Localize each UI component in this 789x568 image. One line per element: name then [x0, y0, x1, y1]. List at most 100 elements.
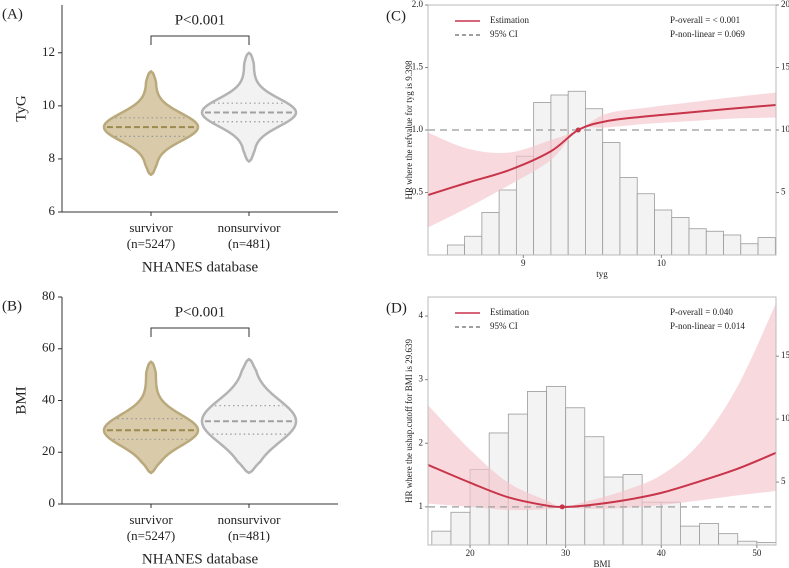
histogram-bar	[450, 511, 471, 545]
reference-point	[575, 127, 581, 133]
y2-tick-label: 5	[781, 187, 786, 197]
histogram-bar	[622, 474, 643, 545]
histogram-bar	[756, 542, 776, 545]
histogram-bar	[705, 230, 724, 255]
x-tick-label: nonsurvivor	[218, 512, 282, 527]
y-tick-label: 0.5	[412, 187, 424, 197]
p-annotation: P-non-linear = 0.014	[670, 321, 745, 331]
y-tick-label: 1.0	[412, 124, 424, 134]
y-tick-label: 8	[49, 150, 56, 165]
p-value: P<0.001	[175, 304, 226, 320]
histogram-bar	[546, 385, 567, 545]
histogram-bar	[636, 193, 655, 255]
histogram-bar	[481, 212, 500, 255]
y-tick-label: 3	[419, 374, 424, 384]
histogram-bar	[431, 530, 452, 545]
y-tick-label: 1.5	[412, 62, 424, 72]
histogram-bar	[507, 413, 528, 545]
x-axis-label: BMI	[593, 559, 610, 568]
y-axis-label: HR where the ushap.cutoff for BMI is 29.…	[404, 338, 414, 503]
panel-label: (A)	[2, 6, 23, 22]
x-tick-label: survivor	[129, 220, 173, 235]
violin-body	[102, 360, 200, 475]
p-annotation: P-non-linear = 0.069	[670, 29, 745, 39]
histogram-bar	[567, 90, 586, 255]
legend-label: 95% CI	[490, 29, 518, 39]
histogram-bar	[688, 228, 707, 255]
significance-bracket	[150, 35, 250, 45]
histogram-bar	[550, 94, 569, 255]
violin-body	[102, 70, 200, 177]
histogram-bar	[718, 533, 739, 545]
histogram-bar	[498, 189, 517, 255]
histogram-bar	[464, 235, 483, 255]
histogram-bar	[679, 525, 700, 545]
violin-body	[200, 51, 298, 163]
legend-label: 95% CI	[490, 321, 518, 331]
y-tick-label: 40	[42, 391, 55, 406]
x-tick-label: 50	[752, 548, 762, 558]
ci-band	[428, 303, 776, 511]
legend-label: Estimation	[490, 15, 529, 25]
x-axis-label: NHANES database	[142, 551, 259, 567]
x-tick-label: 20	[466, 548, 476, 558]
y-tick-label: 6	[49, 203, 56, 218]
histogram-bar	[757, 237, 776, 255]
y-axis-label: TyG	[13, 95, 29, 122]
plot-area	[428, 303, 776, 545]
plot-area	[428, 90, 776, 255]
histogram-bar	[660, 501, 681, 545]
histogram-bar	[671, 217, 690, 255]
x-tick-label: 40	[657, 548, 667, 558]
legend-label: Estimation	[490, 307, 529, 317]
y-tick-label: 1	[419, 501, 424, 511]
y2-tick-label: 10	[781, 413, 789, 423]
y-tick-label: 4	[419, 310, 424, 320]
y2-tick-label: 15	[781, 62, 789, 72]
x-tick-sublabel: (n=5247)	[127, 236, 176, 251]
y2-tick-label: 5	[781, 476, 786, 486]
p-value: P<0.001	[175, 12, 226, 28]
histogram-bar	[446, 244, 465, 255]
y2-tick-label: 10	[781, 124, 789, 134]
x-tick-sublabel: (n=481)	[228, 528, 270, 543]
y2-tick-label: 15	[781, 350, 789, 360]
x-tick-label: survivor	[129, 512, 173, 527]
y-tick-label: 60	[42, 340, 55, 355]
histogram-bar	[565, 407, 586, 545]
y-axis-label: HR where the refvalue for tyg is 9.398	[404, 60, 414, 199]
y-tick-label: 12	[42, 44, 55, 59]
panel-label: (D)	[386, 300, 407, 316]
estimate-line	[428, 451, 776, 508]
p-annotation: P-overall = < 0.001	[670, 15, 740, 25]
histogram-bar	[740, 243, 759, 255]
estimate-line	[428, 104, 776, 196]
histogram-bar	[654, 209, 673, 255]
histogram-bar	[619, 177, 638, 255]
x-tick-sublabel: (n=481)	[228, 236, 270, 251]
violin-body	[200, 357, 298, 475]
y-tick-label: 0	[49, 495, 56, 510]
y-tick-label: 80	[42, 288, 55, 303]
x-axis-label: tyg	[596, 269, 608, 279]
y-tick-label: 20	[42, 443, 55, 458]
y-axis-label: BMI	[13, 386, 29, 414]
histogram-bar	[602, 142, 621, 255]
histogram-bar	[533, 102, 552, 255]
ci-band	[428, 92, 776, 228]
x-tick-label: 10	[657, 258, 667, 268]
y-tick-label: 2.0	[412, 0, 424, 9]
plot-frame	[427, 296, 777, 546]
y-tick-label: 2	[419, 437, 424, 447]
panel-label: (B)	[2, 298, 22, 314]
reference-point	[559, 504, 565, 510]
histogram-bar	[723, 234, 742, 255]
x-tick-label: 30	[561, 548, 571, 558]
x-axis-label: NHANES database	[142, 259, 259, 275]
x-tick-sublabel: (n=5247)	[127, 528, 176, 543]
histogram-bar	[641, 501, 662, 545]
histogram-bar	[527, 391, 547, 545]
x-tick-label: nonsurvivor	[218, 220, 282, 235]
y-tick-label: 10	[42, 97, 55, 112]
